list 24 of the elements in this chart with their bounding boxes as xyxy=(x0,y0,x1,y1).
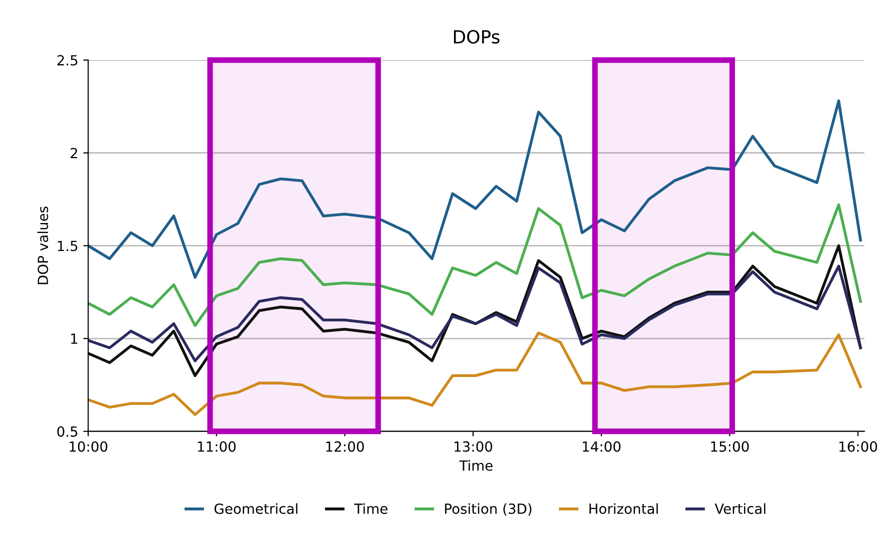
legend-label: Horizontal xyxy=(590,503,658,514)
y-tick-label: 2.5 xyxy=(57,55,78,66)
legend-label: Vertical xyxy=(714,503,766,514)
y-tick-label: 1 xyxy=(71,334,78,344)
x-tick-label: 11:00 xyxy=(198,441,236,452)
chart-title: DOPs xyxy=(454,30,500,44)
x-tick-label: 13:00 xyxy=(454,441,492,452)
line-series xyxy=(88,264,862,362)
legend-label: Position (3D) xyxy=(445,503,532,516)
line-series xyxy=(88,332,862,416)
x-tick-label: 15:00 xyxy=(711,441,749,452)
x-tick-label: 14:00 xyxy=(582,441,620,452)
y-tick-label: 2 xyxy=(70,148,78,158)
line-series xyxy=(88,203,862,327)
x-axis-title: Time xyxy=(459,460,493,471)
x-tick-label: 10:00 xyxy=(70,441,108,452)
y-tick-label: 0.5 xyxy=(57,426,78,437)
x-tick-label: 12:00 xyxy=(326,441,364,452)
legend-label: Geometrical xyxy=(214,503,298,514)
line-series xyxy=(88,100,862,279)
y-axis-title: DOP values xyxy=(37,206,48,284)
legend-label: Time xyxy=(354,503,388,514)
x-tick-label: 16:00 xyxy=(839,441,878,452)
y-tick-label: 1.5 xyxy=(58,240,78,252)
